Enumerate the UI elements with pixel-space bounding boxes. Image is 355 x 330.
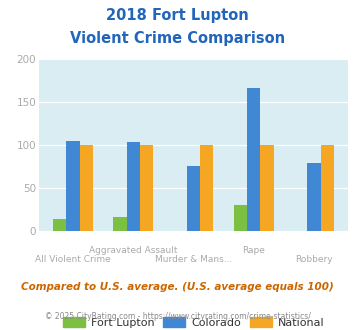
Text: Murder & Mans...: Murder & Mans...: [155, 255, 232, 264]
Text: All Violent Crime: All Violent Crime: [35, 255, 111, 264]
Bar: [80, 145, 93, 231]
Text: Rape: Rape: [242, 247, 265, 255]
Bar: [66, 141, 80, 231]
Bar: [247, 88, 260, 231]
Text: 2018 Fort Lupton: 2018 Fort Lupton: [106, 8, 249, 23]
Text: Violent Crime Comparison: Violent Crime Comparison: [70, 31, 285, 46]
Legend: Fort Lupton, Colorado, National: Fort Lupton, Colorado, National: [59, 312, 328, 330]
Bar: [140, 145, 153, 231]
Bar: [321, 145, 334, 231]
Text: © 2025 CityRating.com - https://www.cityrating.com/crime-statistics/: © 2025 CityRating.com - https://www.city…: [45, 312, 310, 321]
Text: Robbery: Robbery: [295, 255, 333, 264]
Text: Aggravated Assault: Aggravated Assault: [89, 247, 178, 255]
Text: Compared to U.S. average. (U.S. average equals 100): Compared to U.S. average. (U.S. average …: [21, 282, 334, 292]
Bar: [187, 166, 200, 231]
Bar: [200, 145, 213, 231]
Bar: [260, 145, 274, 231]
Bar: [307, 163, 321, 231]
Bar: [53, 219, 66, 231]
Bar: [127, 142, 140, 231]
Bar: [234, 205, 247, 231]
Bar: [113, 217, 127, 231]
